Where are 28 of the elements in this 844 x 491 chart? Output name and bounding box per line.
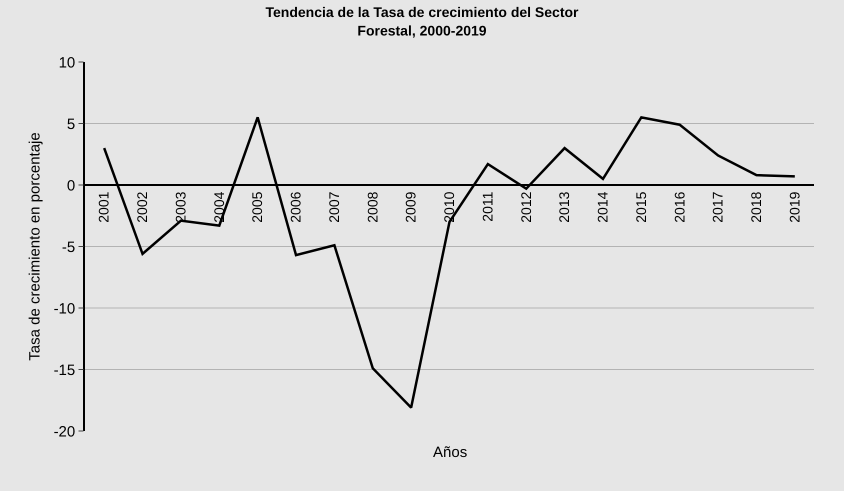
x-tick-label: 2015 xyxy=(632,191,649,223)
x-tick-label: 2008 xyxy=(364,191,380,223)
x-tick-label: 2019 xyxy=(786,191,802,223)
y-tick-label: -5 xyxy=(62,238,76,256)
x-tick-label: 2013 xyxy=(556,191,572,223)
x-tick-label: 2011 xyxy=(479,191,496,222)
x-tick-label: 2017 xyxy=(710,191,726,223)
x-tick-label: 2007 xyxy=(326,191,342,223)
x-tick-label: 2009 xyxy=(402,191,419,223)
x-tick-label: 2012 xyxy=(518,191,534,223)
y-tick-label: 10 xyxy=(58,54,76,72)
x-tick-label: 2005 xyxy=(249,191,266,223)
y-axis-title: Tasa de crecimiento en porcentaje xyxy=(26,132,44,361)
x-tick-label: 2016 xyxy=(671,191,688,223)
x-tick-label: 2018 xyxy=(748,191,764,223)
y-tick-label: 0 xyxy=(66,177,76,194)
x-tick-label: 2014 xyxy=(594,191,611,223)
y-tick-label: 5 xyxy=(66,116,76,133)
x-tick-label: 2001 xyxy=(96,191,112,223)
chart-title: Tendencia de la Tasa de crecimiento del Sector Forestal, 2000-2019 xyxy=(265,4,580,38)
x-axis-title: Años xyxy=(433,444,468,461)
x-tick-label: 2010 xyxy=(441,191,458,223)
y-tick-label: -20 xyxy=(54,423,76,440)
y-tick-label: -15 xyxy=(54,362,76,379)
x-tick-label: 2003 xyxy=(172,191,188,223)
x-tick-label: 2006 xyxy=(288,191,304,223)
y-tick-label: -10 xyxy=(54,300,76,318)
x-tick-label: 2002 xyxy=(134,191,150,223)
